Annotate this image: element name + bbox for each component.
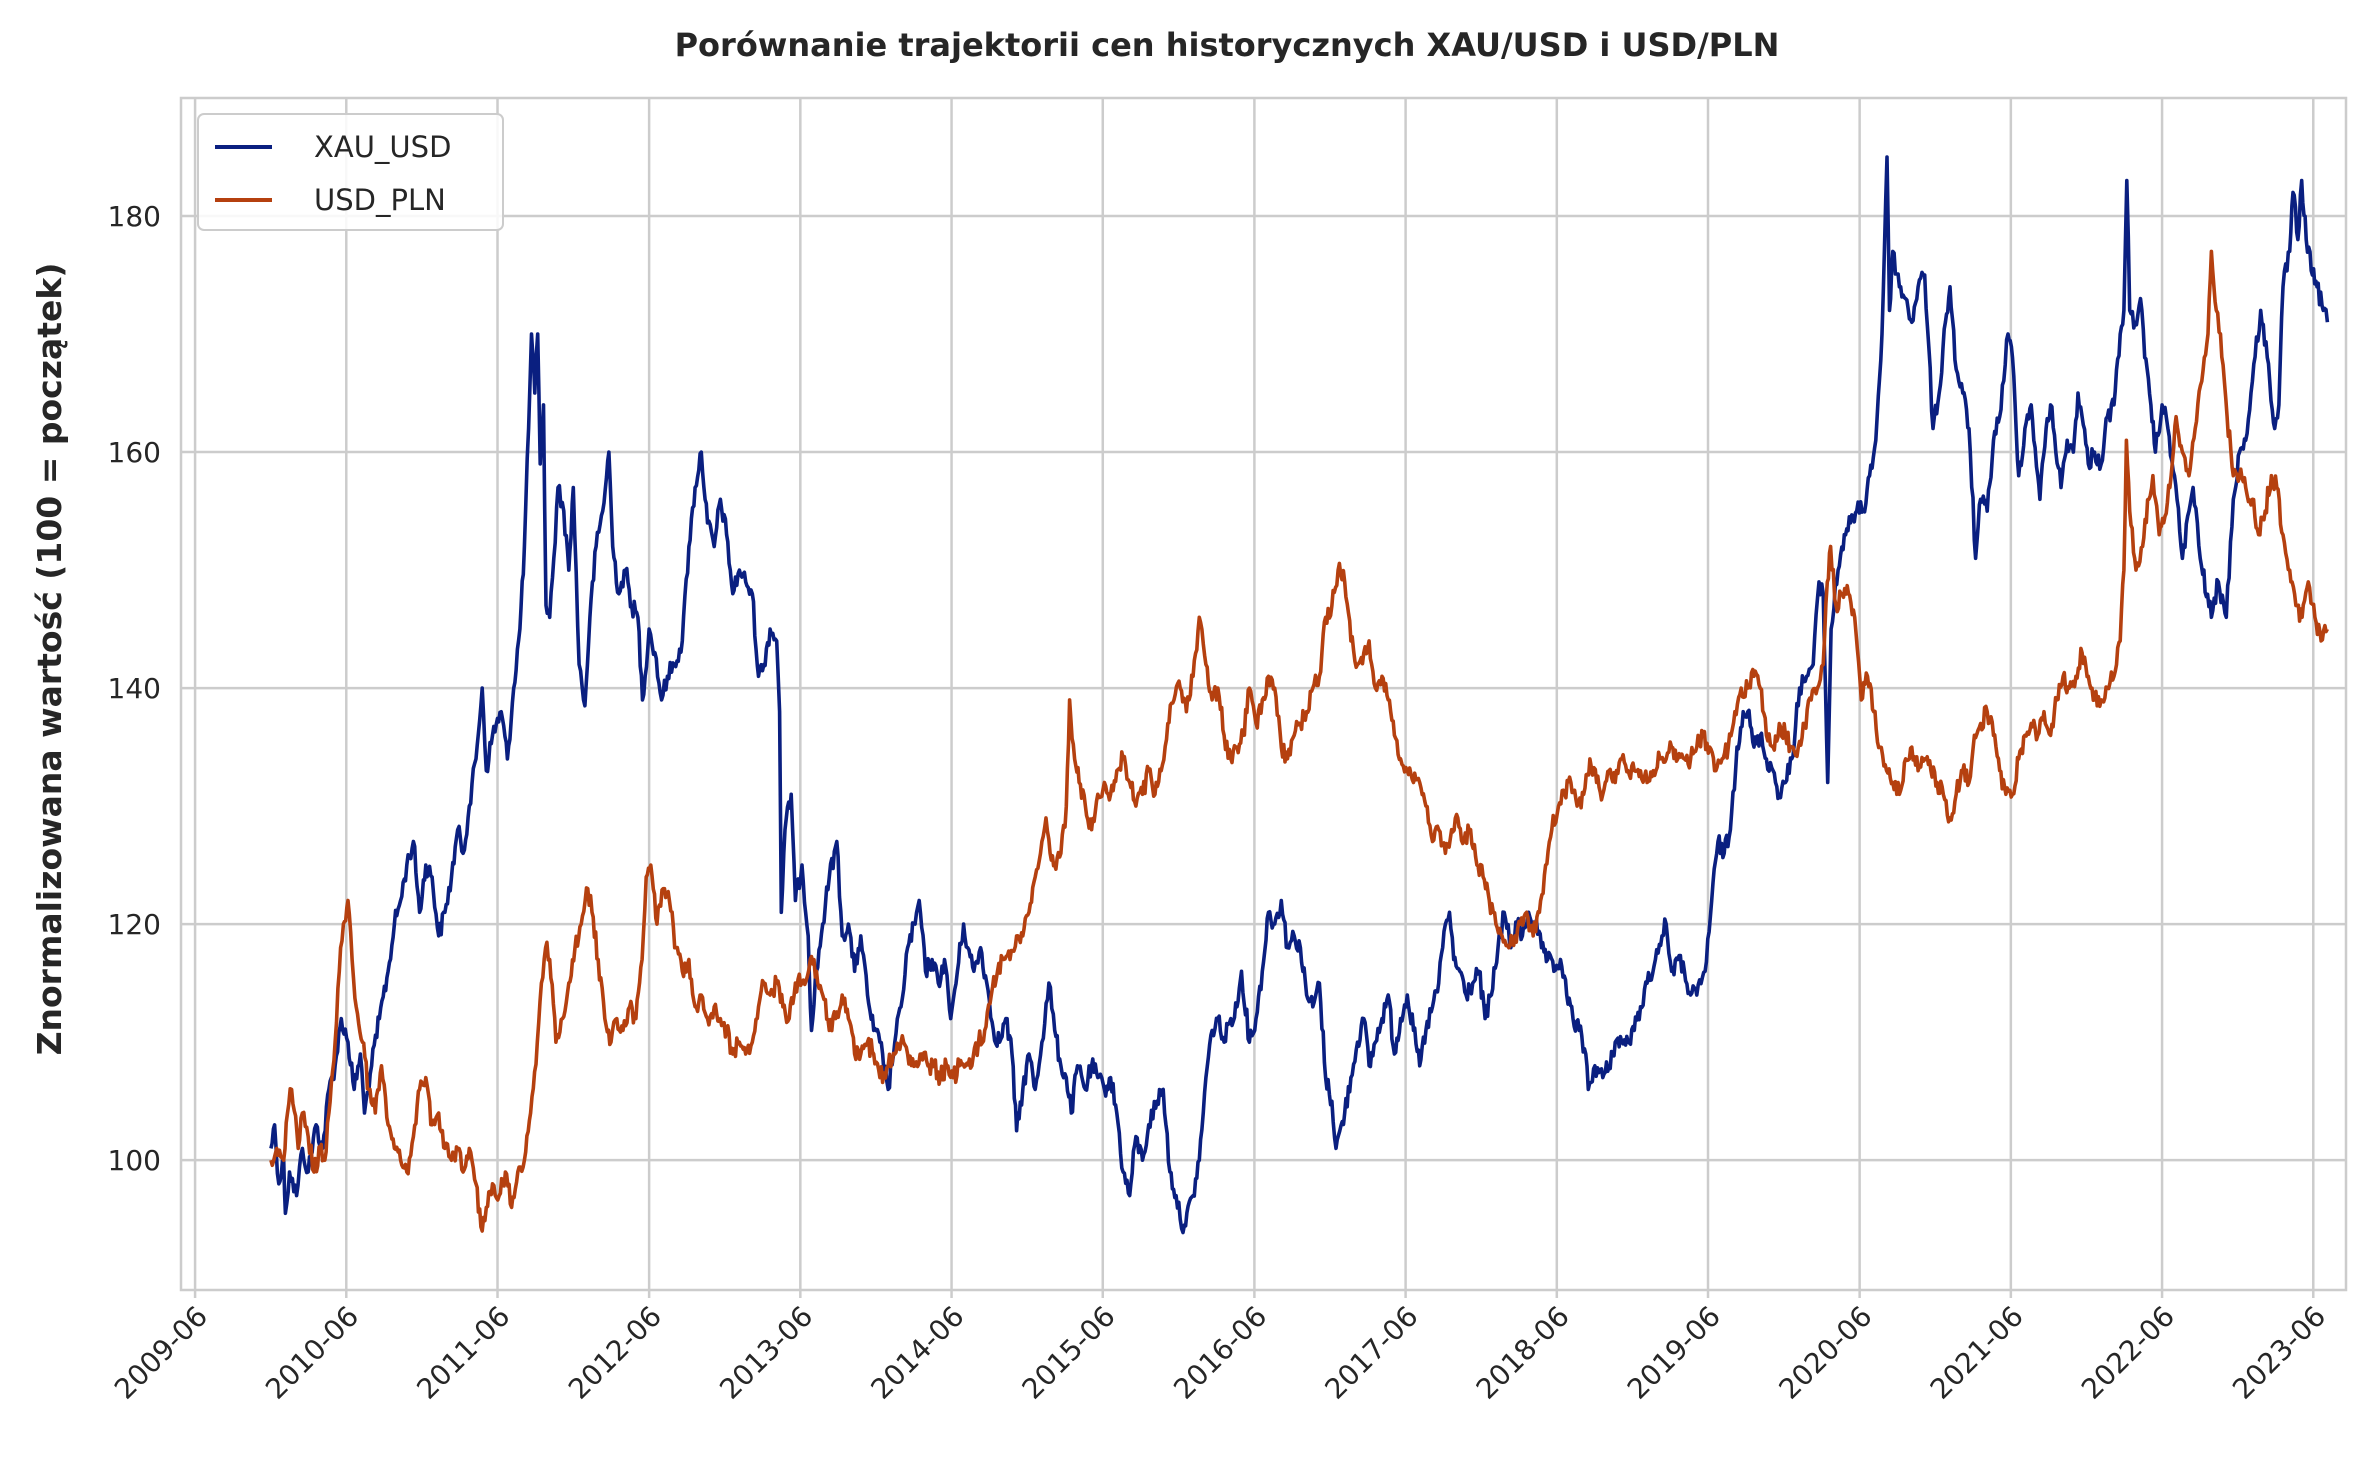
y-tick-label: 140	[108, 672, 161, 705]
legend: XAU_USD USD_PLN	[197, 113, 504, 231]
chart-title: Porównanie trajektorii cen historycznych…	[675, 26, 1780, 64]
series-layer	[269, 155, 2330, 1235]
series-line-usd-pln	[269, 249, 2329, 1233]
legend-label-usd-pln: USD_PLN	[314, 183, 446, 217]
legend-frame	[197, 113, 504, 231]
y-tick-label: 120	[108, 908, 161, 941]
y-axis-label: Znormalizowana wartość (100 = początek)	[30, 263, 69, 1056]
y-tick-label: 180	[108, 200, 161, 233]
plot-frame	[179, 96, 2348, 1292]
grid	[181, 98, 2346, 1290]
y-tick-label: 160	[108, 436, 161, 469]
legend-label-xau-usd: XAU_USD	[314, 130, 451, 164]
y-tick-label: 100	[108, 1144, 161, 1177]
series-line-xau-usd	[269, 155, 2330, 1235]
